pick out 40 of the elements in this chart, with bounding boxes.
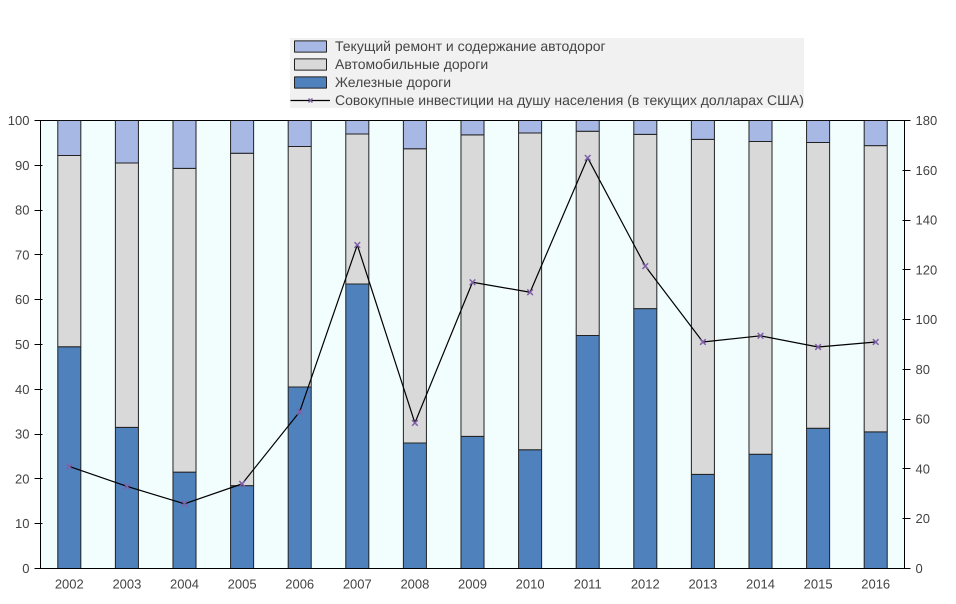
y2-tick-label: 80 [916, 362, 930, 377]
y2-tick-label: 40 [916, 461, 930, 476]
legend-label: Железные дороги [335, 74, 452, 90]
x-tick-label: 2009 [458, 576, 487, 592]
x-tick-label: 2014 [746, 576, 775, 592]
x-tick-label: 2006 [285, 576, 314, 592]
legend-label: Совокупные инвестиции на душу населения (в текущих долларах США) [335, 92, 804, 108]
y2-tick-label: 140 [916, 212, 938, 228]
y2-tick-label: 160 [916, 162, 938, 178]
y-tick-label: 90 [15, 158, 30, 173]
legend-label: Текущий ремонт и содержание автодорог [335, 38, 606, 54]
y-tick-label: 70 [15, 247, 30, 262]
x-tick-label: 2016 [861, 576, 890, 592]
x-tick-label: 2002 [54, 576, 84, 592]
x-tick-label: 2012 [630, 576, 660, 592]
x-tick-label: 2005 [228, 576, 257, 592]
legend-label: Автомобильные дороги [335, 56, 488, 72]
x-tick-label: 2013 [688, 576, 718, 592]
x-tick-label: 2007 [342, 576, 372, 592]
y-tick-label: 50 [15, 337, 30, 352]
x-tick-label: 2010 [516, 576, 545, 592]
y-tick-label: 100 [8, 113, 30, 128]
y2-tick-label: 120 [916, 262, 938, 278]
y2-tick-label: 0 [916, 561, 923, 576]
x-tick-label: 2015 [804, 576, 833, 592]
y-tick-label: 10 [15, 516, 30, 532]
y-tick-label: 80 [15, 202, 30, 218]
x-tick-label: 2008 [400, 576, 430, 592]
y-tick-label: 40 [15, 382, 30, 397]
y-tick-label: 60 [15, 292, 30, 308]
y2-tick-label: 60 [916, 412, 930, 427]
x-tick-label: 2003 [112, 576, 142, 592]
x-tick-label: 2011 [574, 576, 602, 592]
y-tick-label: 0 [22, 561, 30, 576]
y2-tick-label: 180 [916, 113, 938, 128]
x-tick-label: 2004 [170, 576, 199, 592]
y2-tick-label: 20 [916, 511, 930, 526]
y2-tick-label: 100 [916, 312, 938, 328]
y-tick-label: 30 [15, 426, 30, 442]
y-tick-label: 20 [15, 471, 30, 486]
